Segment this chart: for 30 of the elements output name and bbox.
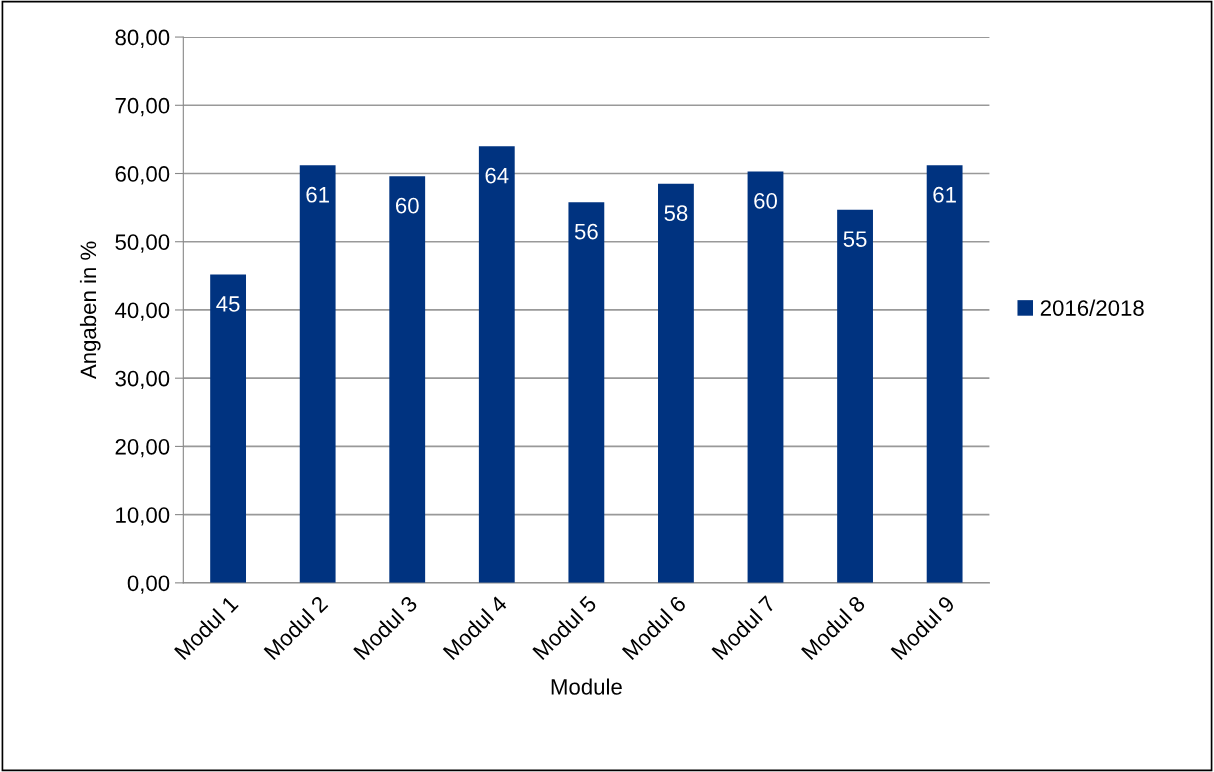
- bar: [478, 146, 515, 583]
- bar: [299, 165, 336, 583]
- data-label: 55: [843, 231, 867, 247]
- data-label: 61: [933, 186, 956, 203]
- data-label: 45: [216, 296, 240, 312]
- data-label: 61: [306, 186, 329, 203]
- y-tick-label: 40,00: [115, 302, 170, 321]
- data-label: 60: [396, 197, 419, 214]
- data-label: 56: [574, 223, 598, 240]
- legend-label: 2016/2018: [1040, 299, 1144, 316]
- data-label: 58: [664, 205, 688, 222]
- y-tick-label: 20,00: [115, 438, 170, 458]
- bar: [210, 274, 247, 583]
- y-tick-label: 30,00: [115, 370, 170, 390]
- bar: [389, 176, 426, 583]
- bar: [568, 202, 605, 583]
- bar: [747, 171, 784, 583]
- y-tick-label: 0,00: [127, 575, 170, 594]
- y-tick-label: 60,00: [115, 166, 170, 185]
- y-tick-label: 80,00: [115, 29, 170, 48]
- x-axis-title: Module: [551, 678, 622, 695]
- y-tick-label: 70,00: [115, 97, 170, 117]
- y-tick-label: 10,00: [116, 507, 170, 526]
- bar: [837, 209, 873, 583]
- y-axis-title: Angaben in %: [79, 241, 101, 380]
- data-label: 64: [485, 167, 509, 184]
- data-label: 60: [754, 193, 777, 209]
- bar: [658, 183, 694, 583]
- bar: [926, 165, 963, 583]
- y-tick-label: 50,00: [115, 234, 170, 253]
